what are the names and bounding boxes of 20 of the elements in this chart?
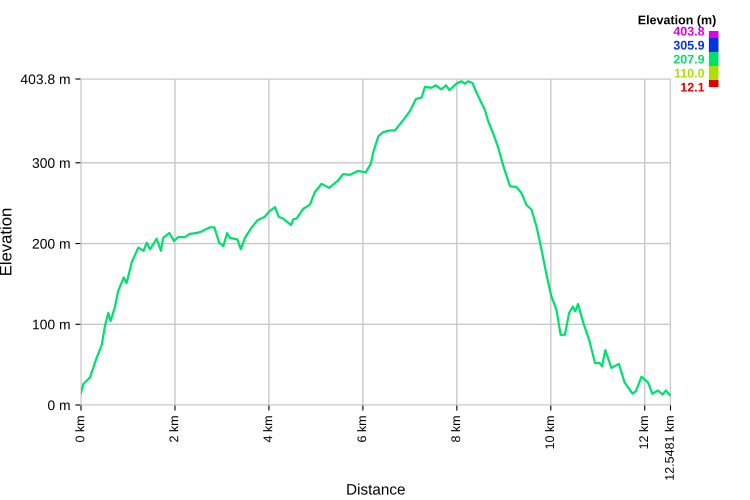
x-tick-label: 10 km [544, 416, 554, 448]
x-axis-title: Distance [347, 484, 405, 495]
y-tick-label: 200 m [32, 238, 70, 249]
y-tick-label: 0 m [48, 400, 70, 410]
y-tick-label: 403.8 m [20, 74, 70, 84]
x-tick-label: 4 km [263, 416, 272, 442]
y-tick-label: 300 m [32, 158, 70, 168]
x-tick-label: 12.5481 km [664, 416, 674, 480]
x-tick-label: 0 km [75, 416, 84, 442]
x-tick-label: 12 km [638, 416, 648, 448]
x-tick-label: 2 km [169, 416, 178, 442]
color-bar-title: Elevation (m) [638, 15, 716, 27]
color-bar-label: 110.0 [674, 68, 704, 78]
x-tick-label: 8 km [451, 416, 460, 442]
color-bar-label: 207.9 [674, 54, 704, 64]
color-bar-label: 403.8 [673, 26, 704, 36]
color-bar-label: 305.9 [674, 40, 704, 50]
color-bar-label: 12.1 [681, 82, 704, 92]
y-tick-label: 100 m [33, 320, 70, 330]
x-tick-label: 6 km [357, 416, 366, 442]
